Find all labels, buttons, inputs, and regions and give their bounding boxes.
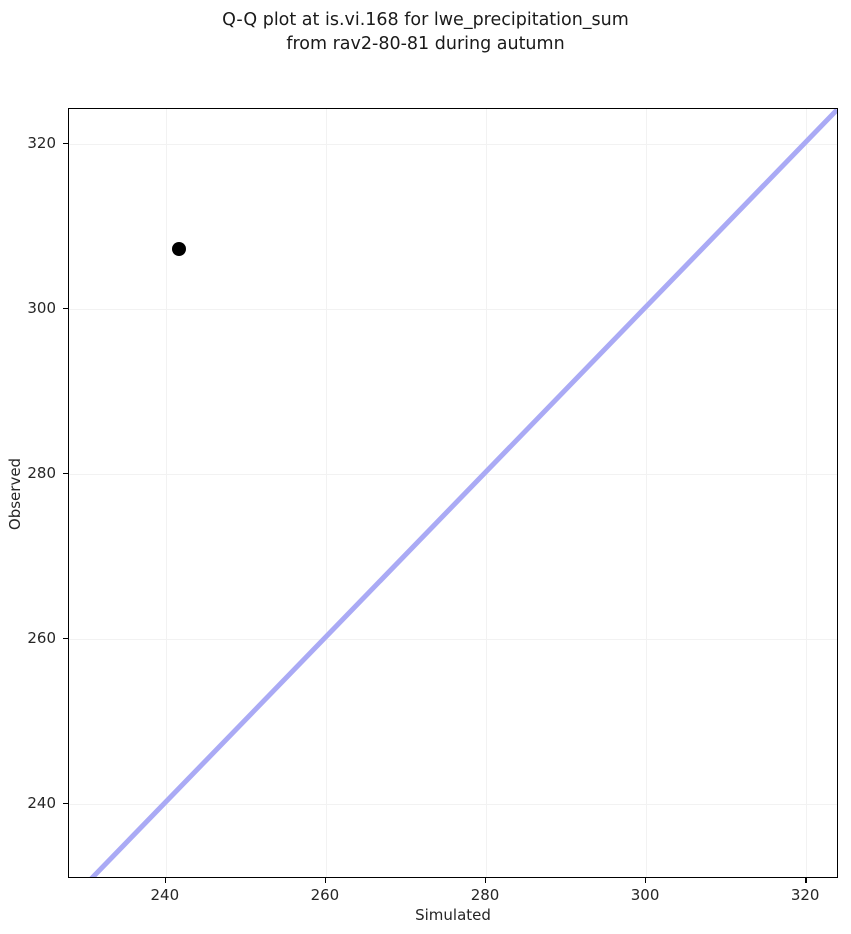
gridline-vertical bbox=[646, 109, 648, 877]
y-axis-tick-label: 320 bbox=[27, 133, 56, 152]
x-axis-tick-label: 320 bbox=[790, 886, 820, 904]
y-axis-tick-label: 300 bbox=[27, 298, 56, 317]
y-axis-tick-label: 240 bbox=[27, 793, 56, 812]
x-axis-tick bbox=[805, 878, 807, 883]
chart-title-line-2: from rav2-80-81 during autumn bbox=[286, 34, 565, 54]
y-axis-label: Observed bbox=[6, 457, 24, 531]
x-axis-tick bbox=[645, 878, 647, 883]
y-axis-tick bbox=[63, 802, 68, 805]
x-axis-tick bbox=[164, 878, 167, 883]
x-axis-tick-label: 280 bbox=[470, 886, 500, 904]
x-axis-tick bbox=[485, 878, 487, 883]
x-axis-tick-label: 240 bbox=[150, 886, 180, 904]
gridline-vertical bbox=[806, 109, 808, 877]
y-axis-tick-label: 280 bbox=[27, 463, 56, 482]
y-axis-tick bbox=[63, 472, 68, 475]
gridline-horizontal bbox=[69, 308, 837, 311]
x-axis-label: Simulated bbox=[415, 906, 491, 924]
identity-reference-line bbox=[89, 109, 837, 877]
x-axis-tick bbox=[324, 878, 327, 883]
gridline-horizontal bbox=[69, 473, 837, 476]
x-axis-tick-label: 260 bbox=[310, 886, 340, 904]
chart-title-line-1: Q-Q plot at is.vi.168 for lwe_precipitat… bbox=[222, 10, 629, 30]
plot-area bbox=[68, 108, 838, 878]
gridline-horizontal bbox=[69, 638, 837, 641]
y-axis-tick-label: 260 bbox=[27, 628, 56, 647]
gridline-vertical bbox=[486, 109, 488, 877]
y-axis-tick bbox=[63, 637, 68, 640]
gridline-vertical bbox=[165, 109, 168, 877]
gridline-horizontal bbox=[69, 143, 837, 145]
gridline-vertical bbox=[325, 109, 328, 877]
identity-line-stroke bbox=[89, 109, 837, 877]
data-point bbox=[172, 242, 187, 257]
chart-title: Q-Q plot at is.vi.168 for lwe_precipitat… bbox=[0, 8, 851, 56]
x-axis-tick-label: 300 bbox=[630, 886, 660, 904]
gridline-horizontal bbox=[69, 803, 837, 806]
y-axis-tick bbox=[63, 307, 68, 310]
y-axis-tick bbox=[63, 142, 68, 145]
